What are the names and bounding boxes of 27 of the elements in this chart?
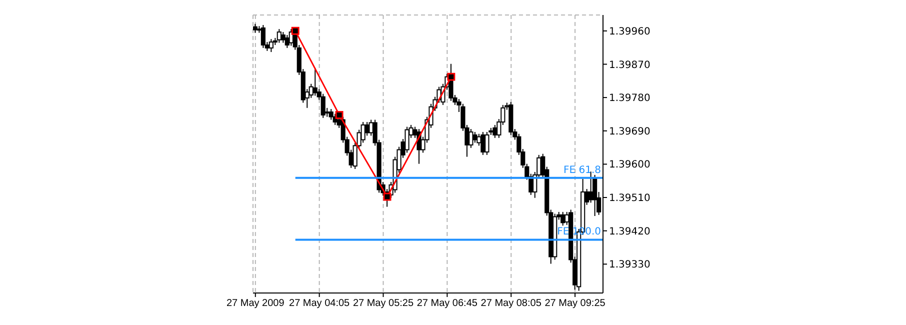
y-tick-label: 1.39420 xyxy=(609,226,650,238)
candlestick xyxy=(312,67,318,96)
candlestick xyxy=(260,24,266,48)
x-tick-label: 27 May 05:25 xyxy=(352,298,414,310)
candlestick xyxy=(468,128,474,148)
candlestick xyxy=(268,38,274,53)
y-tick-label: 1.39690 xyxy=(609,126,650,138)
x-tick-label: 27 May 08:05 xyxy=(480,298,542,310)
x-tick-label: 27 May 2009 xyxy=(226,298,285,310)
y-tick-label: 1.39510 xyxy=(609,193,650,204)
x-tick-label: 27 May 04:05 xyxy=(289,298,350,310)
y-tick-label: 1.39600 xyxy=(609,160,650,171)
point xyxy=(335,110,344,119)
y-tick-label: 1.39870 xyxy=(609,60,650,71)
candlestick xyxy=(360,121,366,144)
point xyxy=(447,72,456,81)
candlestick xyxy=(592,174,598,217)
y-tick-label: 1.39960 xyxy=(609,26,650,38)
y-tick-label: 1.39780 xyxy=(609,93,650,104)
x-tick-label: 27 May 09:25 xyxy=(544,298,606,310)
x-tick-label: 27 May 06:45 xyxy=(416,298,478,310)
y-tick-label: 1.39330 xyxy=(609,260,650,271)
point xyxy=(291,26,300,35)
series-label: FE 61.8 xyxy=(563,164,601,176)
candlestick xyxy=(484,131,490,156)
candlestick xyxy=(320,93,326,118)
candlestick xyxy=(276,28,282,44)
